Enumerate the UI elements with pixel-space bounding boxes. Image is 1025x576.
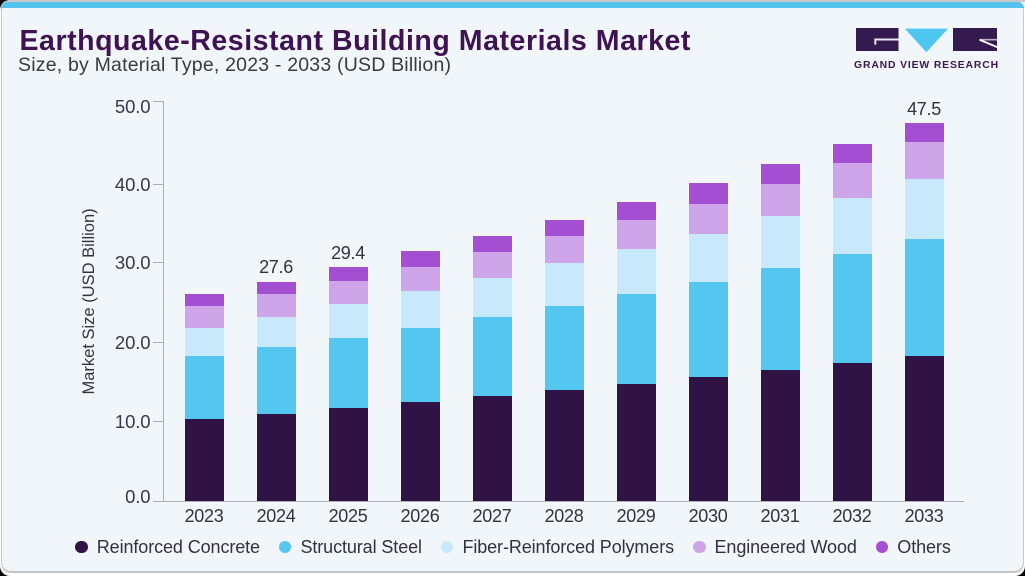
svg-text:GRAND VIEW RESEARCH: GRAND VIEW RESEARCH bbox=[854, 60, 999, 71]
